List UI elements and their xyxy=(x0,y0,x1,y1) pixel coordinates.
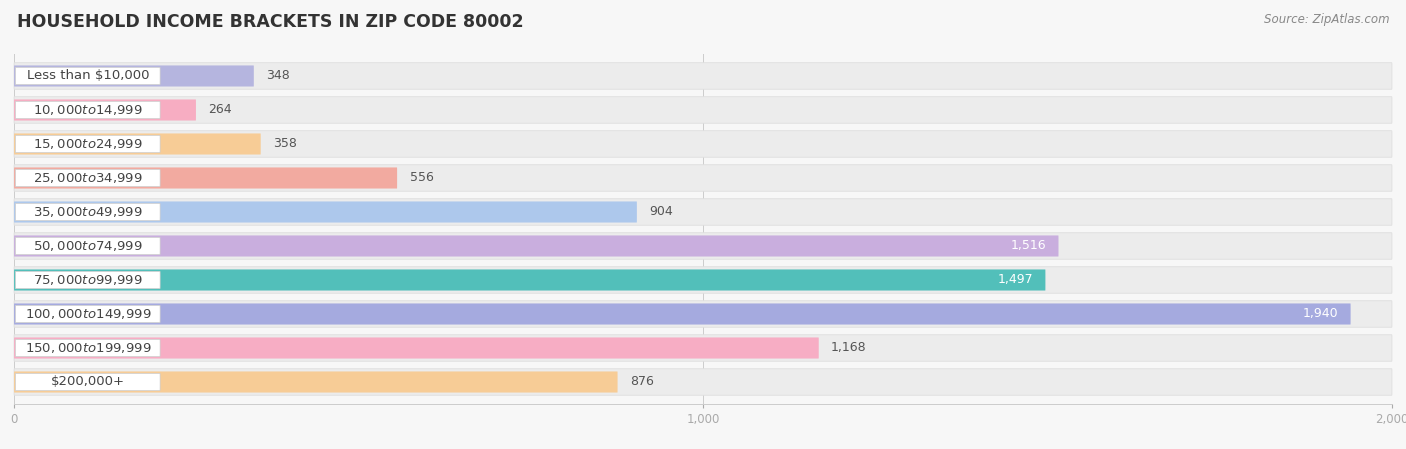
FancyBboxPatch shape xyxy=(15,203,160,220)
FancyBboxPatch shape xyxy=(14,167,396,189)
FancyBboxPatch shape xyxy=(14,165,1392,191)
FancyBboxPatch shape xyxy=(14,66,254,87)
FancyBboxPatch shape xyxy=(15,67,160,84)
FancyBboxPatch shape xyxy=(14,131,1392,157)
Text: $10,000 to $14,999: $10,000 to $14,999 xyxy=(32,103,142,117)
Text: 1,168: 1,168 xyxy=(831,342,866,355)
Text: 358: 358 xyxy=(273,137,297,150)
FancyBboxPatch shape xyxy=(14,202,637,223)
FancyBboxPatch shape xyxy=(14,338,818,359)
FancyBboxPatch shape xyxy=(14,267,1392,293)
FancyBboxPatch shape xyxy=(15,271,160,289)
FancyBboxPatch shape xyxy=(14,235,1059,256)
Text: $200,000+: $200,000+ xyxy=(51,375,125,388)
FancyBboxPatch shape xyxy=(15,135,160,153)
FancyBboxPatch shape xyxy=(14,133,260,154)
Text: $35,000 to $49,999: $35,000 to $49,999 xyxy=(32,205,142,219)
FancyBboxPatch shape xyxy=(15,169,160,187)
Text: 904: 904 xyxy=(650,206,673,219)
FancyBboxPatch shape xyxy=(15,339,160,357)
Text: 1,940: 1,940 xyxy=(1302,308,1339,321)
Text: 876: 876 xyxy=(630,375,654,388)
Text: 348: 348 xyxy=(266,70,290,83)
Text: 264: 264 xyxy=(208,103,232,116)
Text: $75,000 to $99,999: $75,000 to $99,999 xyxy=(32,273,142,287)
FancyBboxPatch shape xyxy=(15,374,160,391)
Text: Source: ZipAtlas.com: Source: ZipAtlas.com xyxy=(1264,13,1389,26)
Text: 1,497: 1,497 xyxy=(997,273,1033,286)
Text: HOUSEHOLD INCOME BRACKETS IN ZIP CODE 80002: HOUSEHOLD INCOME BRACKETS IN ZIP CODE 80… xyxy=(17,13,523,31)
FancyBboxPatch shape xyxy=(15,305,160,323)
FancyBboxPatch shape xyxy=(14,301,1392,327)
FancyBboxPatch shape xyxy=(14,233,1392,259)
Text: $150,000 to $199,999: $150,000 to $199,999 xyxy=(24,341,150,355)
Text: 556: 556 xyxy=(409,172,433,185)
Text: Less than $10,000: Less than $10,000 xyxy=(27,70,149,83)
FancyBboxPatch shape xyxy=(14,371,617,392)
FancyBboxPatch shape xyxy=(14,199,1392,225)
FancyBboxPatch shape xyxy=(15,238,160,255)
Text: $50,000 to $74,999: $50,000 to $74,999 xyxy=(32,239,142,253)
FancyBboxPatch shape xyxy=(14,97,1392,123)
Text: 1,516: 1,516 xyxy=(1011,239,1046,252)
Text: $100,000 to $149,999: $100,000 to $149,999 xyxy=(24,307,150,321)
Text: $15,000 to $24,999: $15,000 to $24,999 xyxy=(32,137,142,151)
FancyBboxPatch shape xyxy=(14,335,1392,361)
FancyBboxPatch shape xyxy=(14,63,1392,89)
FancyBboxPatch shape xyxy=(14,99,195,120)
FancyBboxPatch shape xyxy=(15,101,160,119)
Text: $25,000 to $34,999: $25,000 to $34,999 xyxy=(32,171,142,185)
FancyBboxPatch shape xyxy=(14,304,1351,325)
FancyBboxPatch shape xyxy=(14,369,1392,395)
FancyBboxPatch shape xyxy=(14,269,1046,291)
